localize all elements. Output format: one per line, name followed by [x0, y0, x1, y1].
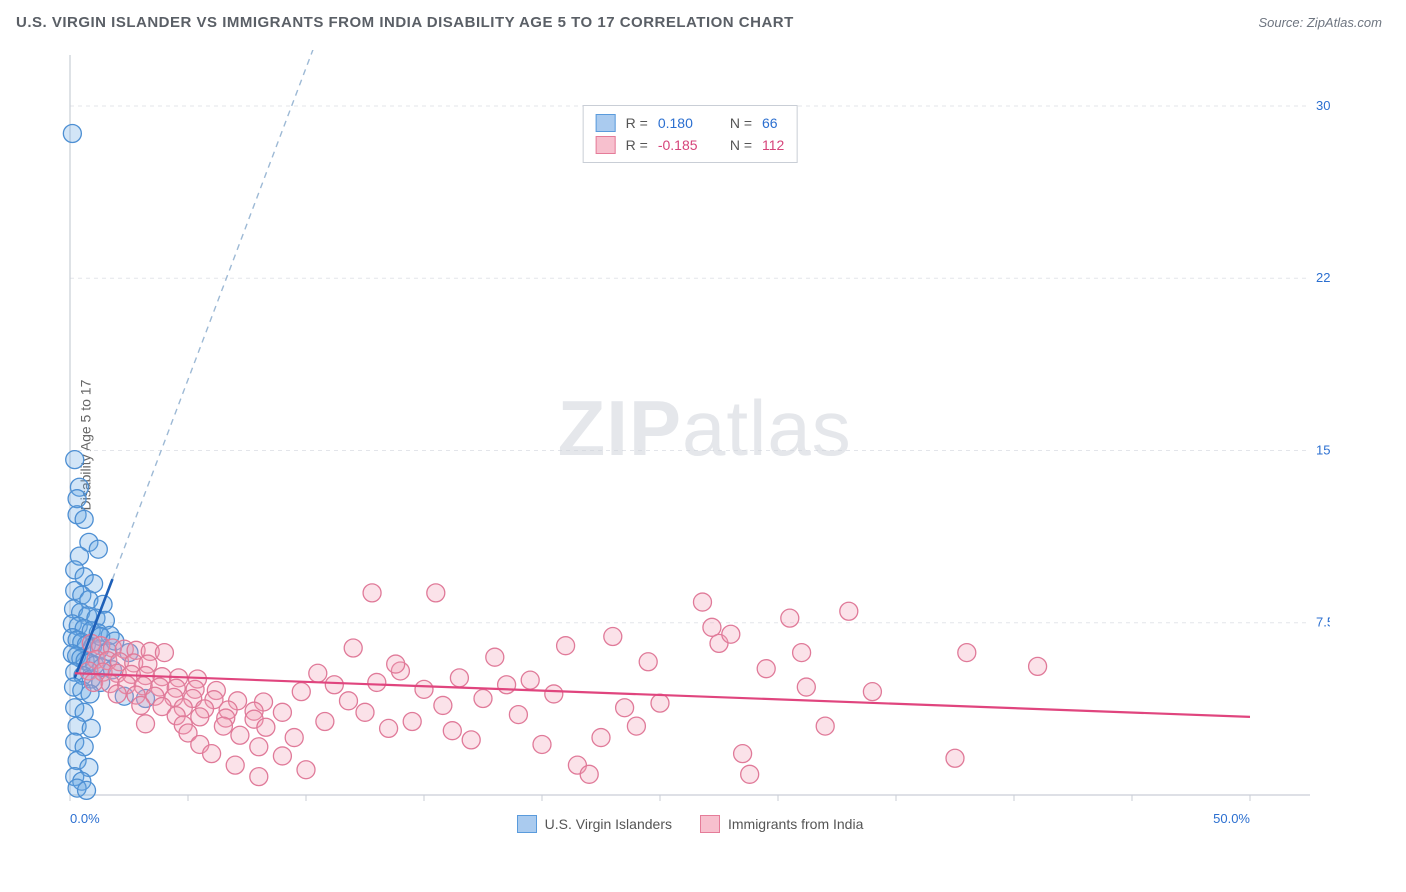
bottom-legend: U.S. Virgin Islanders Immigrants from In… [50, 808, 1330, 840]
svg-text:7.5%: 7.5% [1316, 615, 1330, 630]
correlation-stats-box: R = 0.180 N = 66 R = -0.185 N = 112 [583, 105, 798, 163]
legend-item-blue: U.S. Virgin Islanders [517, 815, 672, 833]
legend-item-pink: Immigrants from India [700, 815, 863, 833]
chart-title: U.S. VIRGIN ISLANDER VS IMMIGRANTS FROM … [16, 14, 794, 31]
svg-text:30.0%: 30.0% [1316, 98, 1330, 113]
legend-swatch-blue [517, 815, 537, 833]
stats-row-blue: R = 0.180 N = 66 [596, 112, 785, 134]
svg-text:15.0%: 15.0% [1316, 442, 1330, 457]
swatch-blue [596, 114, 616, 132]
scatter-plot: 7.5%15.0%22.5%30.0%0.0%50.0% [50, 50, 1330, 840]
header-bar: U.S. VIRGIN ISLANDER VS IMMIGRANTS FROM … [0, 0, 1406, 44]
plot-container: Disability Age 5 to 17 7.5%15.0%22.5%30.… [50, 50, 1330, 840]
source-attribution: Source: ZipAtlas.com [1258, 15, 1382, 30]
legend-swatch-pink [700, 815, 720, 833]
svg-text:22.5%: 22.5% [1316, 270, 1330, 285]
swatch-pink [596, 136, 616, 154]
stats-row-pink: R = -0.185 N = 112 [596, 134, 785, 156]
